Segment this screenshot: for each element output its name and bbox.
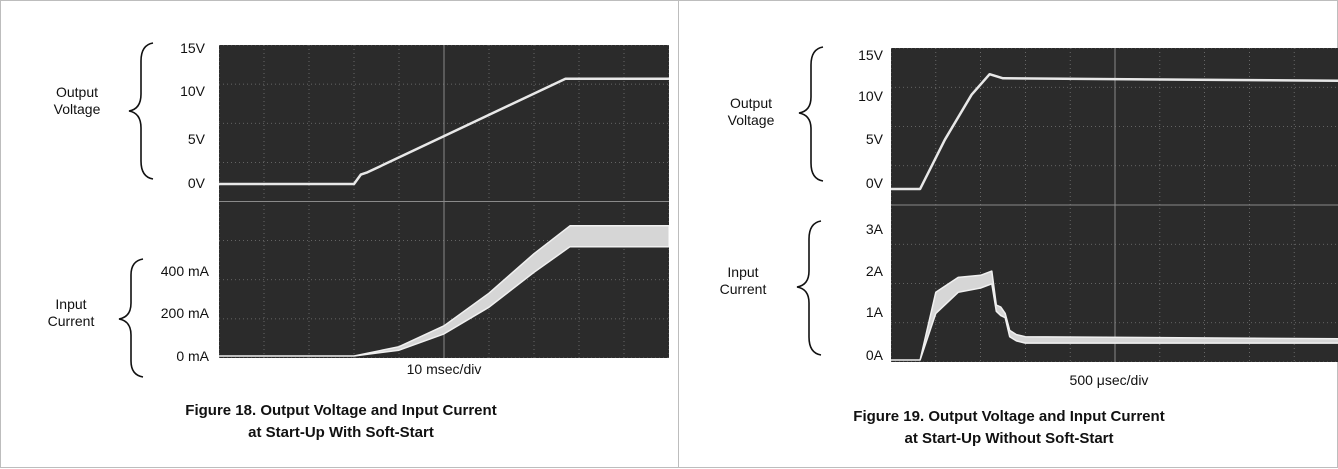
output-voltage-trace	[219, 77, 669, 186]
fig18-ytick-200ma: 200 mA	[160, 305, 209, 321]
fig19-scope-screen	[891, 48, 1338, 362]
fig18-ytick-5v: 5V	[187, 131, 205, 147]
lower-group-label: Input Current	[703, 264, 783, 298]
fig19-ytick-1a: 1A	[865, 304, 883, 320]
fig18-ytick-10v: 10V	[180, 83, 205, 99]
fig19-ytick-5v: 5V	[865, 131, 883, 147]
fig19-ytick-0v: 0V	[865, 175, 883, 191]
fig19-ytick-10v: 10V	[858, 88, 883, 104]
upper-group-line2: Voltage	[53, 101, 101, 117]
upper-group-label: Output Voltage	[37, 84, 117, 118]
lower-group-line2: Current	[719, 281, 767, 297]
fig19-x-scale-label: 500 μsec/div	[1069, 372, 1149, 388]
upper-group-line1: Output	[729, 95, 773, 111]
fig18-ytick-15v: 15V	[180, 40, 205, 56]
lower-group-line2: Current	[47, 313, 95, 329]
fig18-x-scale-label: 10 msec/div	[406, 361, 482, 377]
figure-19-panel: Output Voltage 15V 10V 5V 0V Input Curre…	[678, 0, 1338, 468]
fig18-caption: Figure 18. Output Voltage and Input Curr…	[101, 400, 581, 444]
lower-group-line1: Input	[727, 264, 759, 280]
fig19-caption-line2: at Start-Up Without Soft-Start	[904, 430, 1114, 447]
upper-brace	[128, 42, 154, 180]
fig19-ytick-2a: 2A	[865, 263, 883, 279]
upper-group-label: Output Voltage	[711, 95, 791, 129]
fig19-plot-svg	[891, 48, 1338, 362]
lower-brace	[796, 220, 822, 356]
fig18-plot-svg	[219, 45, 669, 358]
fig18-scope-screen	[219, 45, 669, 358]
lower-brace	[118, 258, 144, 378]
graticule	[891, 48, 1338, 362]
fig19-ytick-3a: 3A	[865, 221, 883, 237]
lower-group-label: Input Current	[31, 296, 111, 330]
output-voltage-trace	[891, 72, 1338, 191]
fig19-ytick-15v: 15V	[858, 47, 883, 63]
input-current-trace	[891, 270, 1338, 361]
lower-group-line1: Input	[55, 296, 87, 312]
upper-group-line1: Output	[55, 84, 99, 100]
figure-18-panel: Output Voltage 15V 10V 5V 0V Input Curre…	[0, 0, 679, 468]
input-current-trace	[219, 225, 669, 357]
fig19-caption: Figure 19. Output Voltage and Input Curr…	[769, 406, 1249, 450]
fig18-ytick-0ma: 0 mA	[176, 348, 209, 364]
fig18-caption-line2: at Start-Up With Soft-Start	[248, 424, 434, 441]
upper-group-line2: Voltage	[727, 112, 775, 128]
fig18-caption-line1: Figure 18. Output Voltage and Input Curr…	[185, 402, 497, 419]
fig18-ytick-0v: 0V	[187, 175, 205, 191]
fig18-ytick-400ma: 400 mA	[160, 263, 209, 279]
fig19-caption-line1: Figure 19. Output Voltage and Input Curr…	[853, 408, 1165, 425]
fig19-ytick-0a: 0A	[865, 347, 883, 363]
upper-brace	[798, 46, 824, 182]
graticule	[219, 45, 669, 358]
